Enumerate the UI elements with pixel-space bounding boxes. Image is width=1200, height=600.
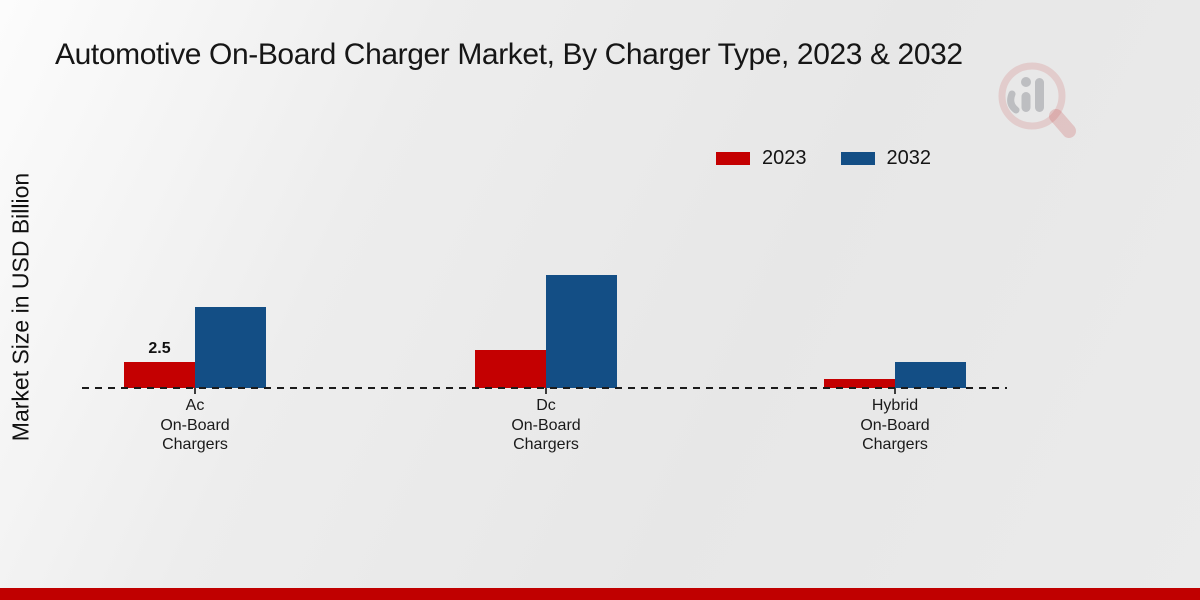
category-label-line: Ac (185, 397, 205, 414)
watermark-circle (998, 62, 1066, 130)
y-axis-label: Market Size in USD Billion (7, 172, 34, 442)
category-label-line: Dc (536, 397, 556, 414)
x-axis-tick-ac (194, 388, 196, 394)
x-axis-tick-hybrid (894, 388, 896, 394)
category-label-line: On-Board (860, 416, 930, 434)
category-label-line: Hybrid (871, 397, 919, 414)
bar-value-label: 2.5 (148, 340, 171, 357)
legend-swatch-2032 (840, 152, 875, 165)
bar-2032-hybrid (895, 362, 966, 388)
watermark-magnifier-logo (998, 62, 1076, 138)
category-label-line: On-Board (511, 416, 581, 434)
chart-title: Automotive On-Board Charger Market, By C… (55, 38, 963, 71)
bar-2023-ac (124, 362, 195, 388)
category-label-ac: Ac On-Board Chargers (115, 396, 275, 455)
legend-swatch-2023 (716, 152, 750, 165)
bar-2032-ac (195, 307, 266, 388)
watermark-dot (1021, 77, 1031, 87)
category-label-hybrid: Hybrid On-Board Chargers (815, 396, 975, 455)
x-axis-tick-dc (545, 388, 547, 394)
category-label-line: Chargers (162, 436, 228, 453)
footer-accent-bar (0, 588, 1200, 600)
watermark-handle (1049, 109, 1076, 138)
bar-2023-dc (475, 350, 546, 388)
baseline-dashed-line (82, 387, 1007, 389)
category-label-line: Chargers (513, 436, 579, 453)
legend-label-2032: 2032 (886, 147, 932, 169)
watermark-bar-short (1021, 92, 1031, 112)
legend-label-2023: 2023 (762, 147, 807, 169)
category-label-line: On-Board (160, 416, 230, 434)
category-label-line: Chargers (862, 436, 928, 453)
category-label-dc: Dc On-Board Chargers (466, 396, 626, 455)
bar-2023-hybrid (824, 379, 895, 388)
watermark-hook-bar (1007, 90, 1020, 114)
watermark-bar-tall (1035, 78, 1044, 112)
bar-2032-dc (546, 275, 617, 388)
legend: 2023 2032 (716, 147, 931, 170)
